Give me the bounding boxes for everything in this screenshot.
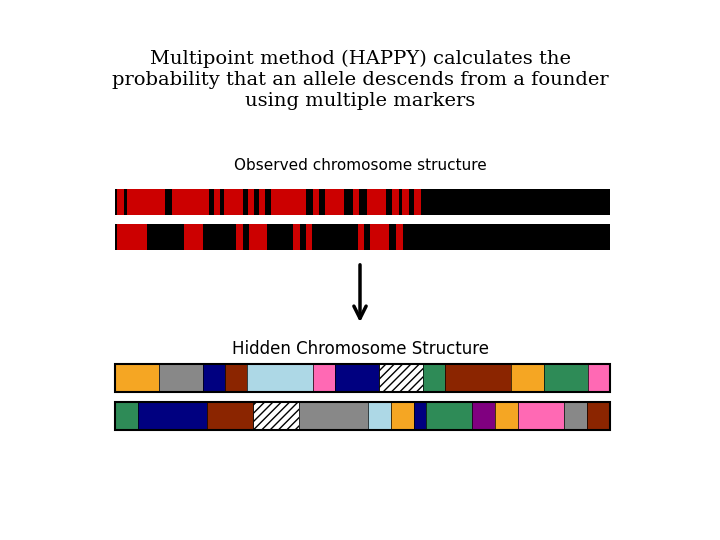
Bar xyxy=(511,364,544,392)
Bar xyxy=(414,402,426,430)
Bar xyxy=(588,364,610,392)
Bar xyxy=(353,189,359,215)
Bar xyxy=(300,402,368,430)
Bar xyxy=(236,224,243,250)
Bar xyxy=(495,402,518,430)
Bar xyxy=(247,364,313,392)
Bar xyxy=(253,402,300,430)
Bar xyxy=(203,364,225,392)
Bar xyxy=(391,402,414,430)
Bar xyxy=(368,402,391,430)
Bar xyxy=(367,189,386,215)
Text: Observed chromosome structure: Observed chromosome structure xyxy=(233,158,487,172)
Bar xyxy=(214,189,220,215)
Bar xyxy=(184,224,203,250)
Bar xyxy=(248,224,267,250)
Text: Multipoint method (HAPPY) calculates the
probability that an allele descends fro: Multipoint method (HAPPY) calculates the… xyxy=(112,50,608,110)
Bar xyxy=(117,189,124,215)
Bar xyxy=(253,402,300,430)
Bar xyxy=(325,189,344,215)
Bar xyxy=(224,189,243,215)
Bar xyxy=(115,224,610,250)
Bar xyxy=(544,364,588,392)
Bar xyxy=(225,364,247,392)
Bar xyxy=(271,189,305,215)
Bar xyxy=(293,224,300,250)
Bar xyxy=(127,189,164,215)
Bar xyxy=(313,189,320,215)
Bar xyxy=(379,364,423,392)
Bar xyxy=(117,224,147,250)
Bar xyxy=(402,189,408,215)
Bar xyxy=(207,402,253,430)
Bar xyxy=(392,189,399,215)
Bar xyxy=(305,224,312,250)
Bar xyxy=(445,364,511,392)
Bar xyxy=(564,402,587,430)
Bar xyxy=(472,402,495,430)
Bar xyxy=(138,402,207,430)
Bar xyxy=(518,402,564,430)
Bar xyxy=(370,224,389,250)
Bar xyxy=(313,364,335,392)
Bar xyxy=(587,402,610,430)
Bar xyxy=(248,189,254,215)
Bar xyxy=(115,402,610,430)
Text: Hidden Chromosome Structure: Hidden Chromosome Structure xyxy=(232,340,488,358)
Bar xyxy=(115,364,159,392)
Bar xyxy=(115,402,138,430)
Bar xyxy=(396,224,402,250)
Bar xyxy=(159,364,203,392)
Bar xyxy=(172,189,209,215)
Bar xyxy=(335,364,379,392)
Bar xyxy=(115,189,610,215)
Bar xyxy=(358,224,364,250)
Bar xyxy=(415,189,421,215)
Bar xyxy=(423,364,445,392)
Bar xyxy=(379,364,423,392)
Bar xyxy=(426,402,472,430)
Bar xyxy=(115,364,610,392)
Bar xyxy=(258,189,265,215)
